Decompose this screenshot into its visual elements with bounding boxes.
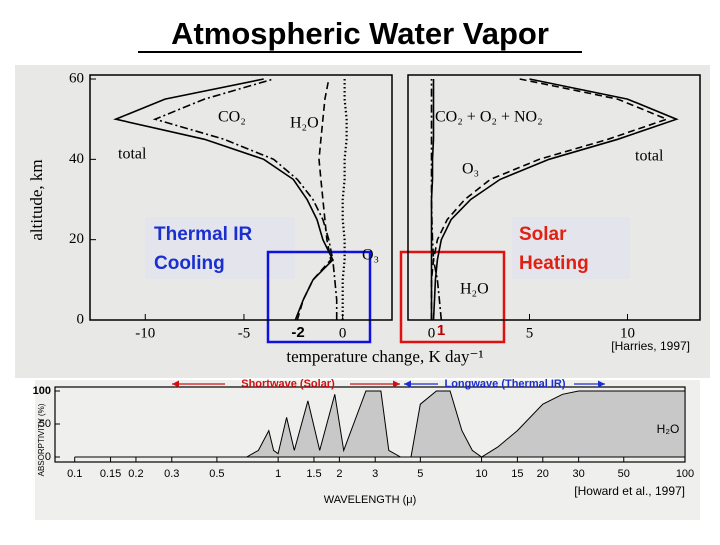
x-tick-label: 0	[428, 325, 436, 341]
curve-label: O₃	[362, 247, 379, 264]
series-label: H₂O	[657, 422, 680, 436]
annotation: Heating	[519, 253, 589, 274]
plot-frame	[89, 74, 393, 321]
x-tick-label: 30	[573, 468, 585, 480]
y-tick-label: 40	[69, 151, 84, 167]
profile-line	[341, 79, 348, 320]
highlight-box	[399, 250, 506, 344]
x-tick-label: 0.5	[209, 468, 224, 480]
curve-label: total	[118, 146, 147, 163]
profile-line	[430, 79, 435, 320]
profile-line	[432, 78, 679, 321]
curve-label: CO₂ + O₂ + NO₂	[435, 109, 543, 126]
annotation: Shortwave (Solar)	[241, 378, 335, 390]
x-tick-label: 0.2	[128, 468, 143, 480]
annotation: -2	[291, 324, 304, 341]
y-tick-label: 60	[69, 70, 84, 86]
annotation: [Harries, 1997]	[611, 339, 690, 353]
profile-line	[296, 78, 332, 321]
curve-label: CO₂	[218, 109, 246, 126]
y-tick-label: 20	[69, 231, 84, 247]
x-tick-label: -5	[238, 325, 251, 341]
slide-title: Atmospheric Water Vapor	[171, 16, 549, 51]
x-tick-label: 10	[475, 468, 487, 480]
x-tick-label: 1	[275, 468, 281, 480]
annotation: Thermal IR	[154, 224, 252, 245]
curve-label: total	[635, 148, 664, 165]
arrow-head	[404, 380, 411, 388]
annotation: Cooling	[154, 253, 225, 274]
x-tick-label: 50	[618, 468, 630, 480]
curve-label: O₃	[462, 161, 479, 178]
x-tick-label: 10	[620, 325, 635, 341]
label-box	[145, 217, 295, 279]
annotation: Longwave (Thermal IR)	[444, 378, 565, 390]
annotation: [Howard et al., 1997]	[574, 484, 685, 498]
annotation: 1	[437, 322, 445, 339]
x-tick-label: 100	[676, 468, 694, 480]
y-tick-label: 0	[77, 311, 85, 327]
x-tick-label: 5	[526, 325, 534, 341]
x-tick-label: 0	[339, 325, 347, 341]
x-tick-label: 2	[336, 468, 342, 480]
absorption-area	[74, 390, 686, 458]
plot-frame	[407, 74, 701, 321]
curve-label: H₂O	[290, 115, 319, 132]
curve-label: H₂O	[460, 281, 489, 298]
y-axis-label: altitude, km	[27, 159, 46, 240]
x-tick-label: 0.15	[100, 468, 121, 480]
x-axis-label: temperature change, K day⁻¹	[286, 347, 483, 366]
arrow-head	[598, 380, 605, 388]
profile-line	[152, 78, 338, 320]
y-tick-label: 50	[39, 418, 51, 430]
x-tick-label: -10	[135, 325, 155, 341]
profile-line	[113, 78, 334, 321]
label-box	[512, 217, 630, 279]
highlight-box	[266, 250, 372, 344]
x-tick-label: 20	[537, 468, 549, 480]
arrow-head	[393, 380, 400, 388]
x-tick-label: 3	[372, 468, 378, 480]
x-axis-label: WAVELENGTH (μ)	[324, 494, 417, 506]
x-tick-label: 1.5	[306, 468, 321, 480]
x-tick-label: 0.3	[164, 468, 179, 480]
x-tick-label: 15	[511, 468, 523, 480]
x-tick-label: 0.1	[67, 468, 82, 480]
y-tick-label: 100	[33, 385, 51, 397]
annotation: Solar	[519, 224, 567, 245]
y-axis-label: ABSORPTIVITY (%)	[37, 403, 46, 476]
arrow-head	[172, 380, 179, 388]
y-tick-label: 0	[45, 451, 51, 463]
x-tick-label: 5	[417, 468, 423, 480]
